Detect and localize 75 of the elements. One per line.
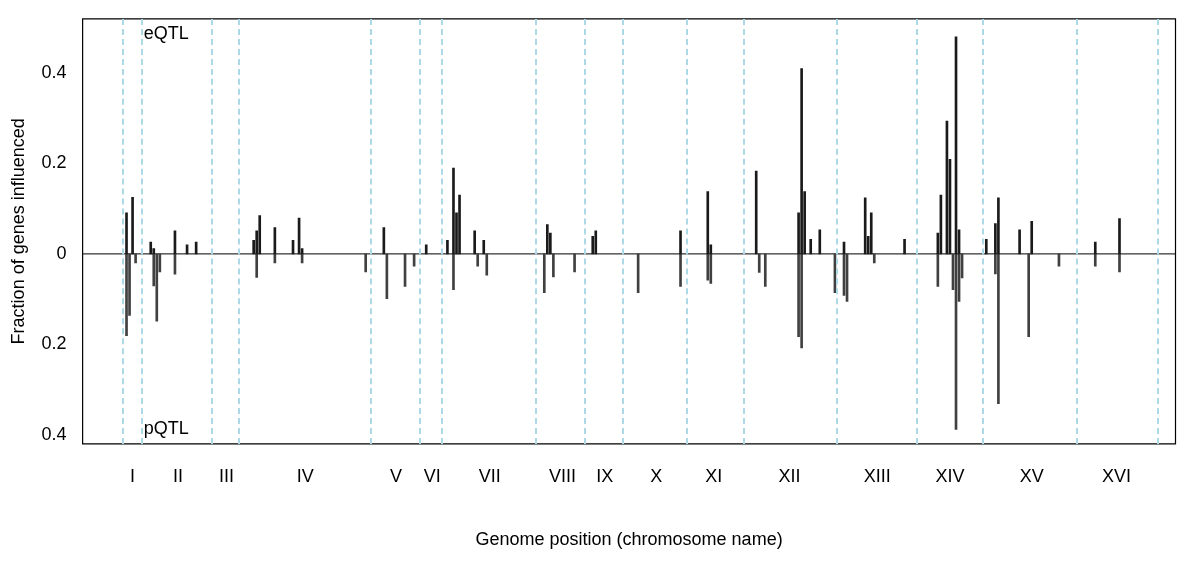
x-tick-label: II [172, 465, 183, 486]
x-tick-label: VII [478, 465, 501, 486]
bar [452, 167, 455, 255]
bar [679, 230, 682, 255]
bar [763, 253, 767, 287]
bar [485, 253, 489, 276]
annotation: pQTL [143, 417, 189, 438]
bar [706, 253, 710, 281]
x-tick-label: V [389, 465, 402, 486]
bar [125, 253, 128, 337]
x-tick-label: XIV [935, 465, 965, 486]
bar [594, 230, 598, 255]
bar [800, 68, 803, 255]
bar [458, 194, 461, 255]
bar [754, 170, 758, 255]
bar [473, 230, 476, 255]
bar [997, 197, 1000, 255]
bar [482, 240, 486, 255]
bar [809, 239, 813, 255]
x-tick-label: IX [596, 465, 614, 486]
bar [757, 253, 761, 273]
x-tick-label: I [130, 465, 136, 486]
bar [818, 229, 822, 255]
bar [125, 212, 128, 255]
bar [573, 253, 576, 273]
x-tick-label: VIII [548, 465, 576, 486]
x-tick-label: X [650, 465, 663, 486]
bar [997, 253, 1000, 404]
bar [542, 253, 546, 294]
bar [800, 253, 803, 349]
bar [1093, 241, 1097, 255]
bar [591, 235, 595, 255]
x-tick-label: XII [778, 465, 801, 486]
x-tick-label: XVI [1101, 465, 1131, 486]
y-tick-label: 0 [56, 242, 67, 263]
x-tick-label: XIII [863, 465, 891, 486]
bar [446, 240, 449, 255]
bar [476, 253, 480, 267]
bar [134, 253, 137, 264]
annotation: eQTL [143, 22, 189, 43]
x-tick-label: IV [296, 465, 314, 486]
bar [679, 253, 682, 287]
y-tick-label: 0.2 [41, 333, 67, 354]
bar [863, 197, 867, 255]
bar [1027, 253, 1031, 337]
y-tick-label: 0.2 [41, 152, 67, 173]
bar [869, 212, 873, 255]
bar [255, 253, 259, 278]
bar [452, 253, 455, 290]
x-tick-label: XV [1019, 465, 1044, 486]
bar [1118, 218, 1121, 255]
bar [706, 191, 710, 255]
bar [155, 253, 159, 322]
bar [872, 253, 876, 264]
x-tick-label: III [218, 465, 234, 486]
bar [709, 253, 713, 284]
bar [149, 241, 153, 255]
bar [1030, 221, 1034, 255]
bar [552, 253, 555, 278]
bar [424, 244, 428, 255]
bar [984, 239, 988, 255]
bar [1093, 253, 1097, 267]
y-tick-label: 0.4 [41, 423, 67, 444]
bar [131, 197, 134, 255]
bar [545, 224, 549, 255]
x-axis-title: Genome position (chromosome name) [475, 529, 783, 550]
x-tick-label: XI [705, 465, 723, 486]
bar [1118, 253, 1121, 273]
y-tick-label: 0.4 [41, 62, 67, 83]
bar [364, 253, 368, 273]
bar [1018, 229, 1021, 255]
bar [903, 239, 906, 255]
y-axis-title: Fraction of genes influenced [7, 118, 28, 345]
bar [258, 215, 262, 255]
x-tick-label: VI [423, 465, 441, 486]
